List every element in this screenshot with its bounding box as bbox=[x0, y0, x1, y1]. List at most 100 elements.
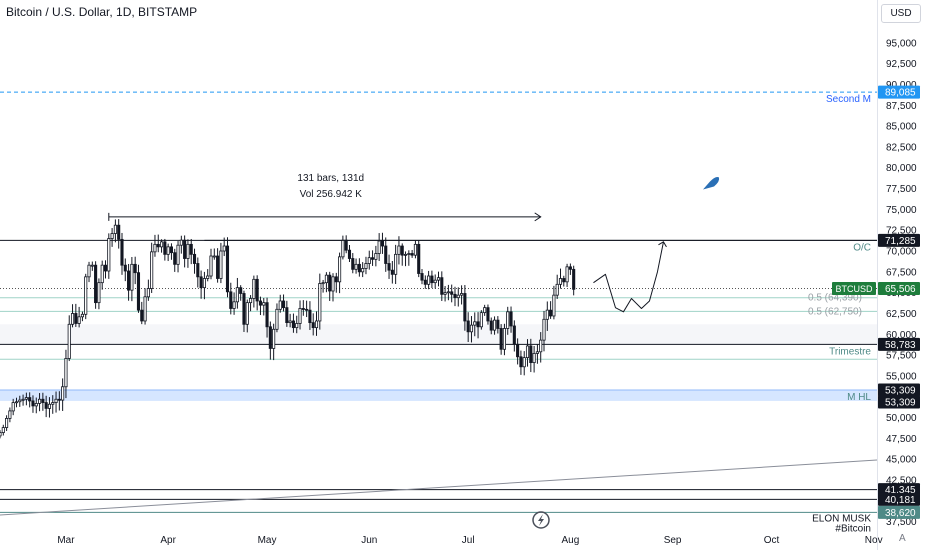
candle bbox=[192, 248, 197, 274]
lightning-bolt-icon bbox=[538, 514, 544, 526]
level-caption: Second M bbox=[826, 94, 871, 105]
auto-scale-button[interactable]: A bbox=[899, 533, 906, 544]
candle bbox=[407, 250, 411, 266]
candle bbox=[502, 323, 506, 356]
y-tick-label: 87,500 bbox=[886, 101, 917, 112]
candle bbox=[67, 315, 71, 362]
candle bbox=[173, 248, 177, 272]
candle bbox=[268, 321, 272, 360]
candle bbox=[371, 250, 375, 266]
candle bbox=[199, 270, 203, 299]
level-tag-label: 38,620 bbox=[885, 508, 916, 519]
candle bbox=[380, 232, 385, 254]
trend-line bbox=[0, 459, 878, 516]
candle bbox=[285, 300, 289, 327]
candle bbox=[150, 242, 154, 293]
candle bbox=[5, 415, 9, 431]
candle bbox=[347, 245, 352, 262]
candle bbox=[110, 228, 114, 247]
candle bbox=[123, 258, 127, 282]
candle bbox=[318, 273, 322, 330]
candle bbox=[552, 285, 556, 320]
candle bbox=[479, 310, 483, 330]
candle bbox=[77, 306, 81, 328]
candle bbox=[44, 395, 48, 418]
candle bbox=[499, 324, 503, 355]
candle bbox=[489, 317, 493, 335]
candle bbox=[417, 240, 421, 278]
candle bbox=[136, 264, 141, 313]
y-tick-label: 80,000 bbox=[886, 163, 917, 174]
candle bbox=[403, 251, 408, 267]
y-tick-label: 42,500 bbox=[886, 476, 917, 487]
candle bbox=[166, 243, 170, 262]
lightning-logo-icon bbox=[532, 511, 550, 529]
level-tag bbox=[878, 492, 920, 506]
price-axis-separator bbox=[877, 0, 878, 550]
level-tag bbox=[878, 383, 920, 397]
candle bbox=[258, 296, 263, 316]
candle bbox=[275, 303, 279, 333]
candle bbox=[427, 270, 431, 290]
y-tick-label: 67,500 bbox=[886, 267, 917, 278]
candle bbox=[331, 273, 335, 302]
candle bbox=[496, 316, 500, 334]
measure-arrow-head bbox=[534, 212, 542, 222]
y-tick-label: 70,000 bbox=[886, 247, 917, 258]
candle bbox=[61, 378, 65, 411]
candle bbox=[535, 344, 539, 364]
candle bbox=[450, 284, 454, 303]
y-tick-label: 92,500 bbox=[886, 59, 917, 70]
candle bbox=[291, 313, 295, 333]
candle bbox=[249, 295, 253, 312]
currency-button[interactable]: USD bbox=[881, 4, 921, 23]
candle bbox=[509, 306, 513, 333]
candle bbox=[456, 287, 460, 307]
candle bbox=[453, 286, 457, 307]
candle bbox=[338, 252, 342, 294]
blue-zone bbox=[0, 390, 877, 401]
candle bbox=[423, 275, 427, 289]
candle bbox=[344, 235, 348, 254]
x-tick-label: Mar bbox=[57, 535, 75, 546]
candle bbox=[11, 398, 15, 416]
candle bbox=[364, 256, 368, 275]
fib-label: 0.5 (64,390) bbox=[808, 293, 862, 304]
candle bbox=[555, 274, 559, 299]
candle bbox=[525, 339, 530, 367]
candle bbox=[0, 430, 2, 439]
candle bbox=[354, 258, 358, 274]
candle bbox=[103, 260, 108, 279]
candle bbox=[41, 392, 45, 411]
candle bbox=[361, 262, 365, 278]
measure-vol-label: Vol 256.942 K bbox=[300, 189, 363, 200]
candle bbox=[272, 323, 276, 361]
candle bbox=[163, 238, 167, 261]
candle bbox=[516, 338, 520, 365]
level-tag-label: 40,181 bbox=[885, 495, 916, 506]
candle bbox=[469, 316, 474, 343]
candle bbox=[519, 350, 523, 375]
candle bbox=[301, 300, 305, 316]
candle bbox=[410, 249, 414, 258]
candle bbox=[476, 312, 480, 339]
candle bbox=[486, 304, 490, 325]
candle bbox=[390, 260, 394, 284]
candle bbox=[225, 237, 230, 298]
candle bbox=[443, 286, 447, 302]
candle bbox=[387, 254, 391, 279]
candle bbox=[140, 301, 144, 325]
candle bbox=[242, 290, 246, 332]
candle bbox=[245, 299, 249, 333]
x-tick-label: Sep bbox=[664, 535, 682, 546]
candle bbox=[532, 346, 536, 373]
candle bbox=[156, 234, 160, 253]
y-tick-label: 62,500 bbox=[886, 309, 917, 320]
candle bbox=[374, 245, 378, 267]
projection-path bbox=[593, 241, 664, 313]
candle bbox=[80, 311, 84, 322]
candle bbox=[127, 263, 131, 301]
chart-title: Bitcoin / U.S. Dollar, 1D, BITSTAMP bbox=[6, 5, 198, 19]
measure-bars-label: 131 bars, 131d bbox=[297, 173, 364, 184]
